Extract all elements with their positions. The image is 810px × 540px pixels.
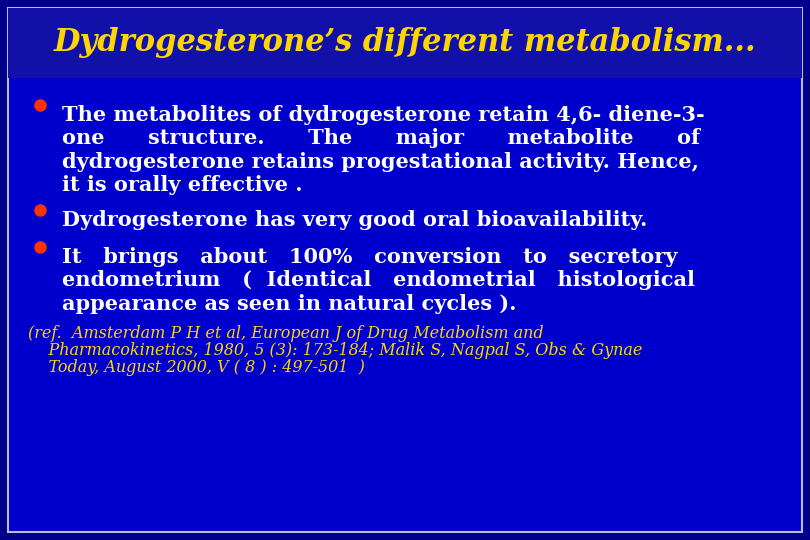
Text: Dydrogesterone’s different metabolism...: Dydrogesterone’s different metabolism... [53,28,757,58]
Text: Pharmacokinetics, 1980, 5 (3): 173-184; Malik S, Nagpal S, Obs & Gynae: Pharmacokinetics, 1980, 5 (3): 173-184; … [28,342,642,359]
Text: it is orally effective .: it is orally effective . [62,175,303,195]
Text: It   brings   about   100%   conversion   to   secretory: It brings about 100% conversion to secre… [62,247,677,267]
Text: appearance as seen in natural cycles ).: appearance as seen in natural cycles ). [62,294,517,314]
Bar [8,8,802,78]
Text: The metabolites of dydrogesterone retain 4,6- diene-3-: The metabolites of dydrogesterone retain… [62,105,705,125]
Text: Today, August 2000, V ( 8 ) : 497-501  ): Today, August 2000, V ( 8 ) : 497-501 ) [28,360,365,376]
Text: (ref.  Amsterdam P H et al, European J of Drug Metabolism and: (ref. Amsterdam P H et al, European J of… [28,325,544,342]
Text: endometrium   (  Identical   endometrial   histological: endometrium ( Identical endometrial hist… [62,271,695,291]
Text: Dydrogesterone has very good oral bioavailability.: Dydrogesterone has very good oral bioava… [62,210,647,230]
Text: dydrogesterone retains progestational activity. Hence,: dydrogesterone retains progestational ac… [62,152,699,172]
Text: one      structure.      The      major      metabolite      of: one structure. The major metabolite of [62,128,700,148]
